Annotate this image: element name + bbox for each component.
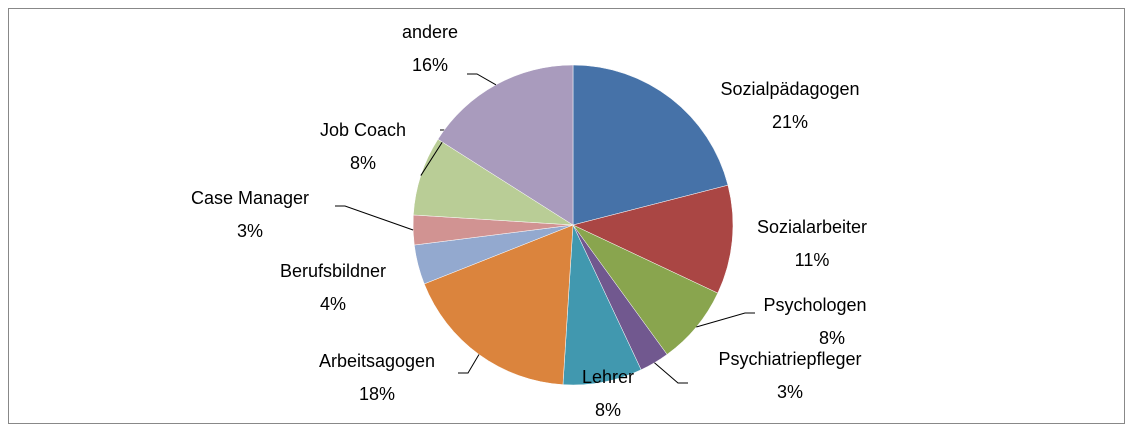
slice-label: Psychiatriepfleger <box>718 349 861 369</box>
slice-label: Sozialpädagogen <box>720 79 859 99</box>
slice-label: Sozialarbeiter <box>757 217 867 237</box>
pie-slice <box>572 64 729 226</box>
pie-slice <box>423 224 574 385</box>
slice-value-label: 18% <box>359 384 395 404</box>
slice-value-label: 3% <box>777 382 803 402</box>
slice-value-label: 11% <box>795 250 830 270</box>
leader-line <box>335 205 414 231</box>
slice-value-label: 8% <box>819 328 845 348</box>
slice-value-label: 3% <box>237 221 263 241</box>
slice-value-label: 16% <box>412 55 448 75</box>
slice-label: Case Manager <box>191 188 309 208</box>
slice-label: Berufsbildner <box>280 261 386 281</box>
slice-label: Lehrer <box>582 367 634 387</box>
slice-value-label: 8% <box>350 153 376 173</box>
pie-slice <box>437 64 574 226</box>
slice-label: Job Coach <box>320 120 406 140</box>
pie-slice <box>572 184 734 294</box>
slice-label: Psychologen <box>763 295 866 315</box>
slice-label: andere <box>402 22 458 42</box>
slice-value-label: 4% <box>320 294 346 314</box>
leader-line <box>654 362 688 384</box>
slice-value-label: 21% <box>772 112 808 132</box>
slice-label: Arbeitsagogen <box>319 351 435 371</box>
leader-line <box>467 73 497 86</box>
leader-line <box>696 312 755 328</box>
slice-value-label: 8% <box>595 400 621 420</box>
leader-line <box>458 354 480 374</box>
